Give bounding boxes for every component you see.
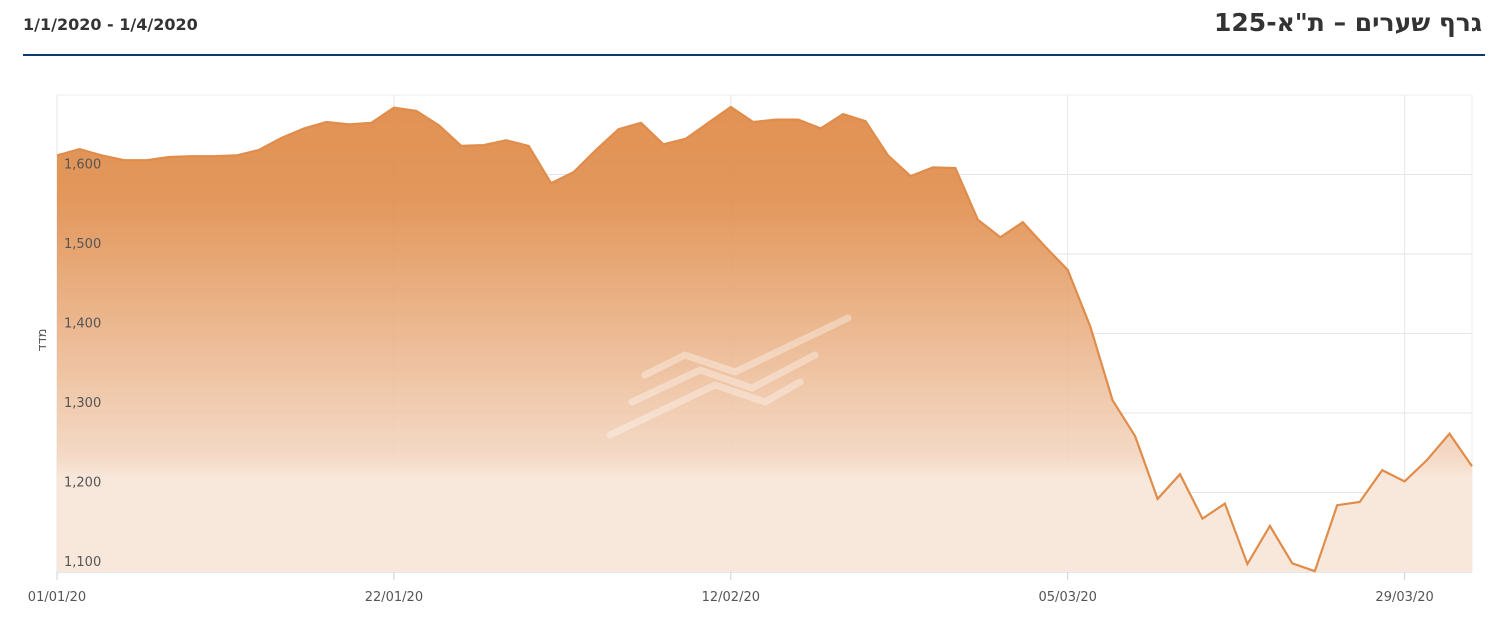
header-divider [23, 54, 1485, 56]
x-tick-label: 05/03/20 [1039, 590, 1097, 605]
date-range: 1/1/2020 - 1/4/2020 [23, 15, 198, 34]
price-line [56, 105, 1473, 573]
watermark-logo [606, 314, 852, 439]
y-tick-label: 1,200 [64, 476, 101, 491]
y-tick-label: 1,600 [64, 158, 101, 173]
y-tick-label: 1,500 [64, 237, 101, 252]
x-tick-label: 22/01/20 [365, 590, 423, 605]
y-axis-label: מדד [35, 328, 50, 351]
area-fill [57, 106, 1472, 573]
x-tick-label: 12/02/20 [702, 590, 760, 605]
page-title: גרף שערים – ת"א-125 [1214, 8, 1482, 37]
y-tick-label: 1,400 [64, 317, 101, 332]
y-tick-label: 1,100 [64, 555, 101, 570]
x-tick-label: 01/01/20 [28, 590, 86, 605]
x-tick-label: 29/03/20 [1375, 590, 1433, 605]
y-tick-label: 1,300 [64, 396, 101, 411]
